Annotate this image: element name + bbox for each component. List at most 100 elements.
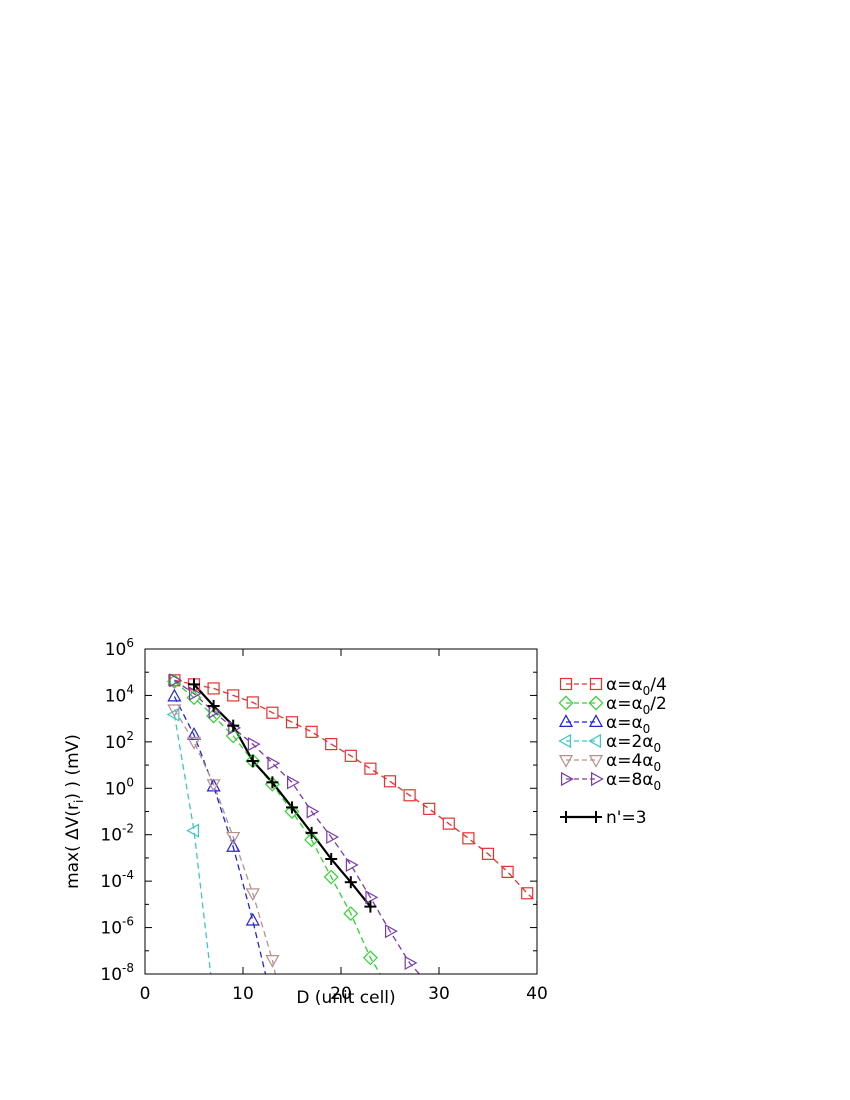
series-5-point [208,704,222,719]
series-0-point [364,762,377,775]
legend-marker [558,714,574,728]
series-2-point [167,688,182,702]
y-tick-label: 10-8 [100,961,134,985]
y-tick-label: 10-6 [100,915,134,939]
x-tick-label: 10 [232,984,254,1004]
series-6-point [188,678,200,691]
legend-marker [588,695,604,711]
legend-marker [560,771,574,787]
series-1-fit-line [173,680,381,974]
series-1-point [304,832,320,848]
series-2-point [245,912,260,926]
series-1-point [323,869,339,885]
x-axis-label: D (unit cell) [296,988,395,1008]
y-axis: 10-8 10-6 10-4 10-2 100 102 104 106 [100,636,537,985]
series-1-point [284,804,300,819]
x-axis: 0 10 20 30 40 [140,649,548,1004]
y-tick-label: 100 [105,775,134,799]
series-2-point [186,727,202,740]
legend-item: α=2α0 [558,732,661,755]
series-3-point [166,707,180,722]
series-4-point [206,779,221,793]
legend-label: α=8α0 [606,770,661,793]
series-4-point [245,888,260,902]
series-0-point [325,738,338,751]
y-tick-label: 106 [105,636,134,660]
series-0-point [227,689,240,702]
legend-item: α=α0/2 [558,694,667,717]
series-5-point [169,673,183,688]
plot-frame [144,648,538,975]
series-5-point [326,829,340,845]
legend-marker [590,771,604,787]
legend-label: α=4α0 [606,751,661,774]
series-0-point [403,789,416,802]
legend-label: α=α0 [606,713,650,736]
legend-item: α=4α0 [558,751,661,774]
x-tick-label: 20 [330,984,352,1004]
y-tick-label: 102 [105,729,134,753]
y-tick-label: 104 [105,682,134,706]
series-4-fit-line [173,709,276,974]
legend-marker [558,695,574,711]
series-5-point [267,756,281,771]
series-0-point [481,847,495,860]
series-5-point [247,737,261,752]
series-4-point [186,736,202,750]
series-0-point [501,865,514,879]
series-0-point [246,696,259,709]
series-1-point [245,753,261,769]
legend-label: n'=3 [606,808,647,828]
x-tick-label: 0 [140,984,151,1004]
x-tick-label: 30 [428,984,450,1004]
legend-item: α=α0/4 [559,675,667,698]
series-5-fit-line [174,679,420,974]
series-6-point [286,801,298,814]
legend-marker [558,754,574,768]
series-0-point [442,817,455,830]
series-6-point [227,719,240,732]
series-6-point [305,826,318,839]
series-3-fit-line [173,714,212,974]
series-5-point [385,924,398,939]
series-0-point [344,749,357,762]
series-0-point [305,725,318,738]
series-6-point [266,776,279,789]
series-3-point [186,823,199,838]
x-tick-label: 40 [526,984,548,1004]
series-6-line [193,683,372,908]
legend-label: α=α0/2 [606,694,667,717]
series-0-point [383,775,397,788]
series-5-point [287,775,300,790]
series-5-point [189,686,202,701]
series-0-point [285,716,299,729]
series-0-point [521,887,534,900]
series-5-point [404,955,418,970]
legend-marker [560,811,572,823]
legend-marker [588,733,602,749]
legend-marker [588,714,604,728]
series-0-point [423,802,436,815]
legend-item: n'=3 [560,808,647,828]
series-0-point [266,706,279,719]
legend-marker [559,677,573,691]
legend-label: α=α0/4 [606,675,667,698]
series-1-point [362,950,378,966]
series-5-point [365,890,379,905]
series-5-point [345,857,359,872]
series-6-point [325,852,338,865]
series-6-point [246,754,259,767]
series-6-point [364,900,377,913]
series-5-point [306,804,320,819]
y-axis-label: max( ΔV(ri) ) (mV) [63,734,86,889]
series-6-point [207,700,220,713]
legend-item: α=8α0 [560,770,661,793]
series-2-fit-line [173,696,267,974]
y-tick-label: 10-2 [100,822,134,846]
series-0-point [207,682,220,695]
series-6-point [344,876,357,889]
series-4-point [167,704,182,718]
legend-marker [590,811,602,823]
